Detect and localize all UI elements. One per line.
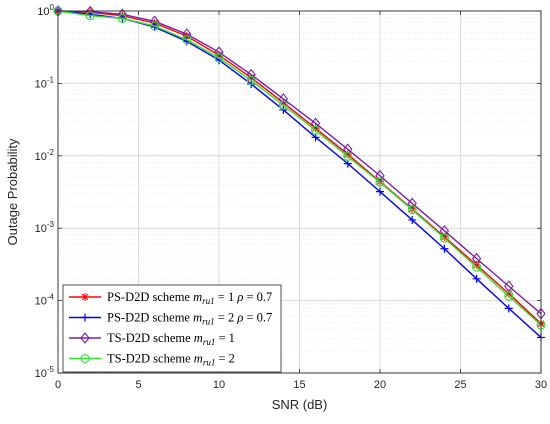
legend-box	[62, 284, 282, 373]
data-point-diamond	[504, 280, 514, 293]
legend-item-1: PS-D2D scheme mru1 = 1 ρ = 0.7	[69, 290, 272, 306]
x-tick-label: 10	[213, 379, 225, 391]
data-point-diamond	[80, 332, 90, 344]
data-point-circle	[246, 75, 256, 85]
series-line	[57, 10, 542, 325]
data-point-circle	[439, 233, 449, 243]
data-point-diamond	[310, 117, 321, 130]
data-point-circle	[85, 11, 95, 21]
legend-label: PS-D2D scheme mru1 = 2 ρ = 0.7	[107, 311, 272, 327]
y-tick-label: 100	[37, 3, 54, 18]
x-tick-label: 30	[535, 379, 547, 391]
y-axis-label: Outage Probability	[5, 138, 20, 245]
data-point-diamond	[407, 197, 417, 210]
data-point-circle	[150, 21, 160, 31]
data-point-asterisk	[440, 232, 449, 241]
series-3	[53, 5, 546, 320]
data-point-asterisk	[81, 293, 89, 301]
data-point-asterisk	[504, 289, 513, 298]
data-point-plus	[279, 105, 288, 114]
data-point-diamond	[439, 224, 450, 237]
data-point-diamond	[278, 93, 289, 105]
data-point-asterisk	[472, 261, 481, 270]
data-point-circle	[504, 291, 514, 301]
series-layer	[53, 5, 546, 342]
data-point-plus	[504, 304, 513, 313]
data-point-circle	[311, 125, 321, 135]
y-tick-label: 10-4	[35, 293, 55, 308]
y-tick-label: 10-1	[35, 75, 55, 90]
legend: PS-D2D scheme mru1 = 1 ρ = 0.7 PS-D2D sch…	[62, 284, 282, 373]
y-tick-label: 10-5	[35, 365, 55, 380]
data-point-plus	[440, 244, 449, 253]
y-tick-label: 10-3	[35, 220, 55, 235]
data-point-asterisk	[215, 51, 223, 60]
data-point-diamond	[85, 5, 95, 18]
data-point-asterisk	[247, 73, 256, 82]
y-tick-label: 10-2	[35, 148, 55, 163]
legend-item-3: TS-D2D scheme mru1 = 1	[69, 331, 235, 347]
data-point-circle	[80, 353, 90, 364]
data-point-plus	[81, 313, 89, 322]
tick-layer: 0 5 10 15 20 25 30 100 10-1 10-2 10-3 10-4 10-5	[35, 3, 548, 391]
x-tick-label: 15	[293, 379, 305, 391]
data-point-plus	[376, 187, 384, 196]
data-point-circle	[472, 262, 482, 272]
legend-label: TS-D2D scheme mru1 = 1	[107, 331, 235, 347]
data-point-diamond	[117, 8, 128, 21]
legend-label: TS-D2D scheme mru1 = 2	[107, 352, 235, 368]
x-tick-label: 5	[135, 379, 141, 391]
data-point-circle	[375, 177, 385, 187]
series-line	[57, 10, 542, 326]
x-tick-label: 25	[454, 379, 466, 391]
data-point-circle	[278, 100, 288, 110]
legend-item-4: TS-D2D scheme mru1 = 2	[69, 352, 235, 368]
data-point-circle	[407, 205, 417, 215]
x-tick-label: 20	[374, 379, 386, 391]
data-point-circle	[343, 151, 353, 161]
data-point-diamond	[375, 169, 385, 182]
x-tick-label: 0	[55, 379, 61, 391]
data-point-plus	[408, 215, 417, 224]
data-point-asterisk	[279, 98, 288, 107]
x-axis-label: SNR (dB)	[272, 397, 328, 412]
data-point-circle	[182, 35, 192, 45]
series-4	[53, 6, 546, 330]
data-point-diamond	[343, 143, 353, 156]
legend-label: PS-D2D scheme mru1 = 1 ρ = 0.7	[107, 290, 272, 306]
data-point-plus	[472, 274, 481, 283]
series-line	[57, 10, 542, 315]
data-point-circle	[214, 53, 224, 63]
data-point-circle	[117, 13, 127, 23]
legend-item-2: PS-D2D scheme mru1 = 2 ρ = 0.7	[69, 311, 272, 327]
